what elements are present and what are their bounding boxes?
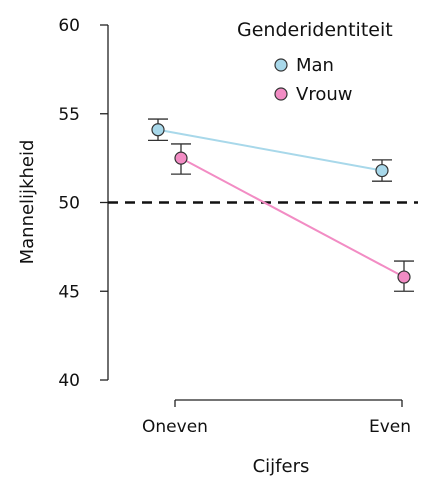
point-vrouw-even: [397, 270, 411, 284]
y-tick-label-55: 55: [58, 105, 80, 125]
x-tick-label-oneven: Oneven: [142, 417, 208, 437]
y-axis-title: Mannelijkheid: [17, 140, 38, 265]
y-axis-ticks: 40 45 50 55 60: [58, 16, 108, 391]
legend-marker-man: [274, 58, 288, 72]
series-line-man: [157, 128, 383, 172]
legend-label-vrouw: Vrouw: [296, 84, 352, 105]
series-layer: [148, 118, 414, 292]
y-tick-label-50: 50: [58, 194, 80, 214]
series-line-vrouw: [180, 157, 405, 278]
legend-label-man: Man: [296, 55, 334, 76]
point-man-even: [375, 163, 389, 178]
legend-marker-vrouw: [274, 87, 288, 101]
legend-title: Genderidentiteit: [237, 19, 393, 41]
x-axis: Oneven Even: [142, 399, 411, 437]
x-tick-label-even: Even: [369, 417, 411, 437]
point-man-oneven: [151, 123, 165, 137]
x-axis-title: Cijfers: [253, 456, 310, 477]
point-vrouw-oneven: [174, 151, 188, 165]
legend: Genderidentiteit Man Vrouw: [237, 19, 393, 105]
y-tick-label-40: 40: [58, 371, 80, 391]
y-tick-label-45: 45: [58, 282, 80, 302]
y-tick-label-60: 60: [58, 16, 80, 36]
